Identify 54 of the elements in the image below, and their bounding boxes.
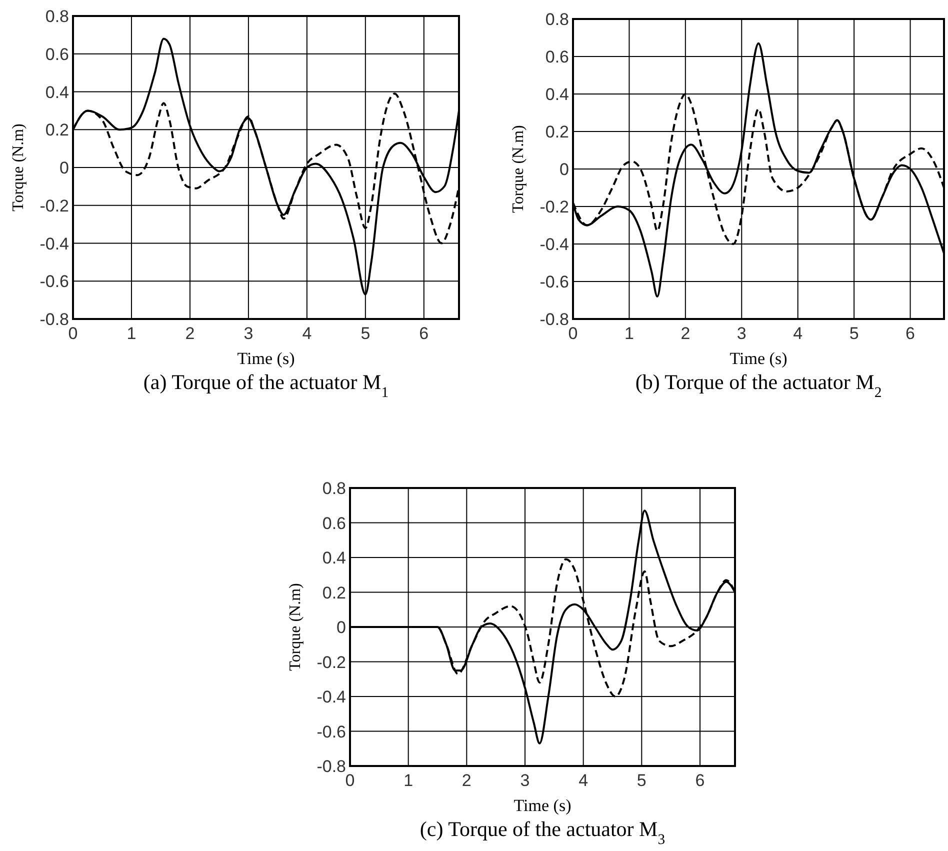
x-tick-label: 6 bbox=[906, 324, 916, 343]
x-axis-title: Time (s) bbox=[730, 349, 788, 368]
x-tick-label: 4 bbox=[793, 324, 803, 343]
y-tick-label: 0.6 bbox=[322, 514, 346, 533]
y-tick-label: -0.2 bbox=[540, 198, 569, 216]
y-tick-label: -0.4 bbox=[40, 234, 69, 254]
x-tick-label: 1 bbox=[624, 324, 634, 343]
x-tick-label: 4 bbox=[302, 324, 312, 343]
y-tick-label: 0 bbox=[60, 158, 69, 178]
y-tick-label: 0 bbox=[560, 160, 569, 179]
y-axis-title: Torque (N.m) bbox=[287, 583, 304, 671]
y-tick-label: -0.4 bbox=[540, 235, 569, 254]
y-axis-title: Torque (N.m) bbox=[10, 124, 27, 212]
y-tick-label: -0.6 bbox=[316, 722, 346, 742]
x-tick-label: 6 bbox=[419, 324, 429, 343]
x-tick-label: 5 bbox=[849, 324, 859, 343]
y-tick-label: 0.2 bbox=[45, 120, 69, 140]
y-tick-label: 0.6 bbox=[545, 48, 569, 66]
x-tick-label: 2 bbox=[462, 771, 472, 790]
y-tick-label: 0.8 bbox=[322, 479, 346, 498]
x-tick-label: 1 bbox=[404, 771, 414, 790]
x-axis-title: Time (s) bbox=[237, 349, 295, 368]
x-tick-label: 1 bbox=[126, 324, 136, 343]
text: (b) Torque of the actuator M$_{2}$ bbox=[635, 370, 882, 401]
y-tick-label: -0.8 bbox=[316, 757, 346, 776]
y-tick-label: 0.6 bbox=[45, 44, 69, 64]
text: (c) Torque of the actuator M$_{3}$ bbox=[420, 817, 666, 848]
y-tick-label: 0.4 bbox=[322, 548, 346, 568]
text: (a) Torque of the actuator M$_{1}$ bbox=[143, 370, 389, 401]
y-tick-label: 0 bbox=[336, 618, 346, 637]
y-tick-label: -0.6 bbox=[40, 272, 69, 292]
y-tick-label: -0.6 bbox=[540, 272, 569, 292]
y-axis-title: Torque (N.m) bbox=[510, 125, 527, 213]
x-tick-label: 5 bbox=[360, 324, 370, 343]
y-tick-label: -0.8 bbox=[40, 310, 69, 329]
y-tick-label: 0.2 bbox=[322, 583, 346, 602]
y-tick-label: -0.8 bbox=[540, 310, 569, 329]
x-tick-label: 3 bbox=[520, 771, 530, 790]
x-tick-label: 4 bbox=[578, 771, 588, 790]
y-tick-label: 0.4 bbox=[45, 82, 69, 102]
y-tick-label: 0.4 bbox=[545, 85, 569, 104]
x-tick-label: 2 bbox=[680, 324, 690, 343]
y-tick-label: 0.8 bbox=[545, 10, 569, 29]
y-tick-label: -0.2 bbox=[316, 652, 346, 672]
y-tick-label: -0.4 bbox=[316, 688, 346, 706]
x-tick-label: 3 bbox=[736, 324, 746, 343]
y-tick-label: 0.8 bbox=[45, 7, 69, 26]
x-tick-label: 5 bbox=[636, 771, 646, 790]
x-tick-label: 6 bbox=[695, 771, 705, 790]
x-axis-title: Time (s) bbox=[514, 796, 572, 815]
x-tick-label: 2 bbox=[185, 324, 195, 343]
y-tick-label: 0.2 bbox=[545, 122, 569, 142]
x-tick-label: 3 bbox=[244, 324, 254, 343]
y-tick-label: -0.2 bbox=[40, 196, 69, 216]
